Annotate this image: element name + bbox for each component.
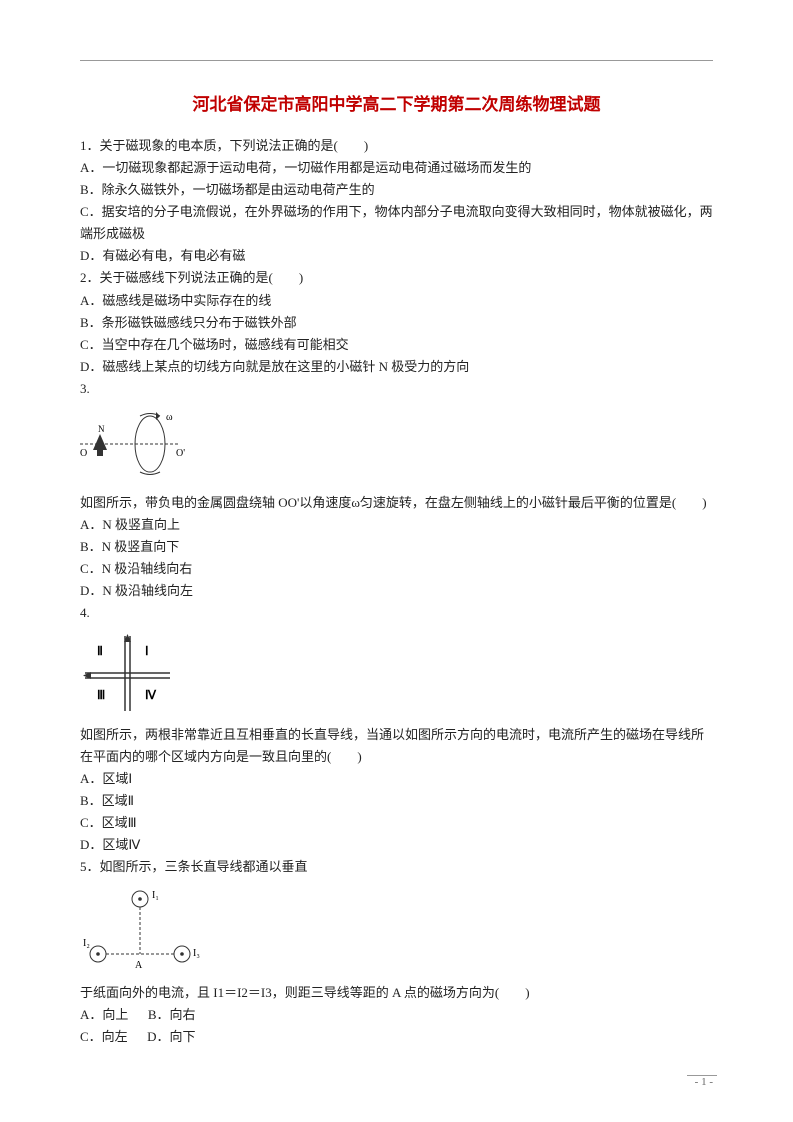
q4-option-c: C．区域Ⅲ [80,812,713,834]
exam-title: 河北省保定市高阳中学高二下学期第二次周练物理试题 [80,91,713,120]
q1-option-d: D．有磁必有电，有电必有磁 [80,245,713,267]
three-wires-icon: I₁ I₂ I₃ A [80,884,210,974]
crossed-wires-icon: Ⅱ Ⅰ Ⅲ Ⅳ [80,631,180,716]
label-o: O [80,448,87,459]
q3-option-c: C．N 极沿轴线向右 [80,558,713,580]
q2-option-a: A．磁感线是磁场中实际存在的线 [80,290,713,312]
q2-stem: 2．关于磁感线下列说法正确的是( ) [80,267,713,289]
q5-text2: 于纸面向外的电流，且 I1＝I2＝I3，则距三导线等距的 A 点的磁场方向为( … [80,982,713,1004]
q3-figure: N O O' ω [80,406,713,484]
label-i2: I₂ [83,938,90,949]
top-rule [80,60,713,61]
label-region-1: Ⅰ [145,644,149,658]
q4-figure: Ⅱ Ⅰ Ⅲ Ⅳ [80,631,713,716]
q1-stem: 1．关于磁现象的电本质，下列说法正确的是( ) [80,135,713,157]
q5-option-b: B．向右 [148,1007,196,1022]
q3-text: 如图所示，带负电的金属圆盘绕轴 OO'以角速度ω匀速旋转，在盘左侧轴线上的小磁针… [80,492,713,514]
label-a: A [135,960,143,971]
q5-figure: I₁ I₂ I₃ A [80,884,713,974]
label-region-3: Ⅲ [97,688,105,702]
label-region-2: Ⅱ [97,644,103,658]
q4-option-a: A．区域Ⅰ [80,768,713,790]
q4-text: 如图所示，两根非常靠近且互相垂直的长直导线，当通以如图所示方向的电流时，电流所产… [80,724,713,768]
label-i3: I₃ [193,948,200,959]
q5-option-row1: A．向上 B．向右 [80,1004,713,1026]
q1-option-b: B．除永久磁铁外，一切磁场都是由运动电荷产生的 [80,179,713,201]
q3-option-a: A．N 极竖直向上 [80,514,713,536]
label-op: O' [176,448,185,459]
disk-rotation-icon: N O O' ω [80,406,190,484]
q5-option-c: C．向左 [80,1029,128,1044]
q1-option-c: C．据安培的分子电流假说，在外界磁场的作用下，物体内部分子电流取向变得大致相同时… [80,201,713,245]
q4-option-b: B．区域Ⅱ [80,790,713,812]
page-number: - 1 - [695,1073,713,1092]
q3-option-b: B．N 极竖直向下 [80,536,713,558]
label-n: N [98,424,105,434]
q4-option-d: D．区域Ⅳ [80,834,713,856]
q5-option-row2: C．向左 D．向下 [80,1026,713,1048]
q5-option-a: A．向上 [80,1007,128,1022]
label-region-4: Ⅳ [145,688,157,702]
label-i1: I₁ [152,890,159,901]
q3-option-d: D．N 极沿轴线向左 [80,580,713,602]
q3-number: 3. [80,378,713,400]
q2-option-b: B．条形磁铁磁感线只分布于磁铁外部 [80,312,713,334]
q4-number: 4. [80,602,713,624]
q2-option-d: D．磁感线上某点的切线方向就是放在这里的小磁针 N 极受力的方向 [80,356,713,378]
page-container: 河北省保定市高阳中学高二下学期第二次周练物理试题 1．关于磁现象的电本质，下列说… [0,0,793,1089]
q5-option-d: D．向下 [147,1029,195,1044]
q1-option-a: A．一切磁现象都起源于运动电荷，一切磁作用都是运动电荷通过磁场而发生的 [80,157,713,179]
q5-stem: 5．如图所示，三条长直导线都通以垂直 [80,856,713,878]
label-omega: ω [166,412,173,423]
q2-option-c: C．当空中存在几个磁场时，磁感线有可能相交 [80,334,713,356]
